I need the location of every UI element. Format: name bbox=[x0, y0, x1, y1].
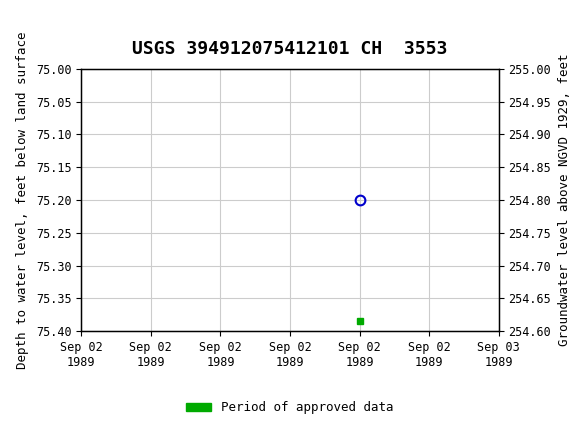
Y-axis label: Depth to water level, feet below land surface: Depth to water level, feet below land su… bbox=[16, 31, 29, 369]
Text: ▒USGS: ▒USGS bbox=[12, 13, 78, 39]
Y-axis label: Groundwater level above NGVD 1929, feet: Groundwater level above NGVD 1929, feet bbox=[558, 54, 571, 346]
Text: USGS 394912075412101 CH  3553: USGS 394912075412101 CH 3553 bbox=[132, 40, 448, 58]
Legend: Period of approved data: Period of approved data bbox=[181, 396, 399, 419]
